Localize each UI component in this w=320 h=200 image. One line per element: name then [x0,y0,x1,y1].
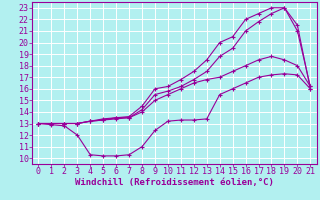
X-axis label: Windchill (Refroidissement éolien,°C): Windchill (Refroidissement éolien,°C) [75,178,274,187]
